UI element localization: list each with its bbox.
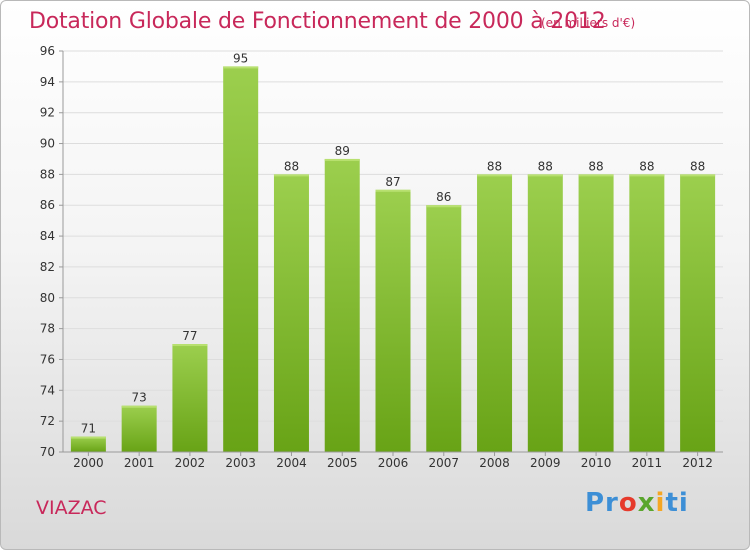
bar-top-highlight — [426, 205, 462, 208]
bar — [477, 174, 513, 452]
x-tick-label: 2006 — [378, 456, 409, 470]
bar — [273, 174, 309, 452]
y-tick-label: 74 — [40, 383, 55, 397]
bar — [223, 66, 259, 452]
bar-top-highlight — [273, 174, 309, 177]
bar-value-labels: 71 73 77 95 88 89 87 86 88 88 88 88 88 — [81, 51, 706, 435]
y-tick-label: 72 — [40, 414, 55, 428]
logo-part: i — [655, 488, 666, 518]
bar-top-highlight — [375, 189, 411, 192]
x-axis-ticks: 2000 2001 2002 2003 2004 2005 2006 2007 2008 2009… — [73, 452, 713, 470]
bar — [578, 174, 614, 452]
y-tick-label: 70 — [40, 445, 55, 459]
x-tick-label: 2004 — [276, 456, 307, 470]
x-tick-label: 2007 — [428, 456, 459, 470]
bar-value-label: 88 — [538, 159, 553, 173]
bar-value-label: 95 — [233, 51, 248, 65]
bar — [70, 436, 106, 452]
bar-value-label: 88 — [639, 159, 654, 173]
bar-value-label: 86 — [436, 190, 451, 204]
x-tick-label: 2012 — [682, 456, 713, 470]
bar-value-label: 88 — [690, 159, 705, 173]
x-tick-label: 2009 — [530, 456, 561, 470]
bar — [324, 158, 360, 452]
bar-top-highlight — [324, 158, 360, 161]
x-tick-label: 2002 — [175, 456, 206, 470]
x-tick-label: 2000 — [73, 456, 104, 470]
bar-value-label: 77 — [182, 329, 197, 343]
logo-part: Pr — [585, 488, 619, 518]
bar — [426, 205, 462, 452]
chart-title: Dotation Globale de Fonctionnement de 20… — [29, 9, 606, 34]
y-tick-label: 80 — [40, 291, 55, 305]
y-tick-label: 96 — [40, 44, 55, 58]
bar — [527, 174, 563, 452]
bar-value-label: 88 — [487, 159, 502, 173]
bar — [375, 189, 411, 453]
bar-top-highlight — [527, 174, 563, 177]
proxiti-logo: Proxiti — [585, 488, 689, 518]
bar — [629, 174, 665, 452]
logo-part: ti — [665, 488, 689, 518]
bar — [172, 344, 208, 452]
x-tick-label: 2003 — [225, 456, 256, 470]
logo-part: x — [637, 488, 656, 518]
logo-part: o — [618, 488, 638, 518]
y-tick-label: 94 — [40, 75, 55, 89]
y-tick-label: 78 — [40, 322, 55, 336]
x-tick-label: 2008 — [479, 456, 510, 470]
bar-top-highlight — [70, 436, 106, 439]
bar — [680, 174, 716, 452]
y-axis-ticks: 70 72 74 76 78 80 82 84 86 88 90 92 94 96 — [40, 44, 63, 459]
y-tick-label: 86 — [40, 198, 55, 212]
bar-value-label: 87 — [385, 175, 400, 189]
y-tick-label: 88 — [40, 167, 55, 181]
bars — [70, 66, 716, 453]
bar-top-highlight — [172, 344, 208, 347]
bar-top-highlight — [477, 174, 513, 177]
chart-unit: (en milliers d'€) — [541, 16, 636, 30]
y-tick-label: 90 — [40, 137, 55, 151]
x-tick-label: 2005 — [327, 456, 358, 470]
bar-top-highlight — [223, 66, 259, 69]
bar-top-highlight — [121, 405, 157, 408]
bar-value-label: 71 — [81, 422, 96, 436]
y-tick-label: 84 — [40, 229, 55, 243]
bar-value-label: 89 — [335, 144, 350, 158]
y-tick-label: 76 — [40, 352, 55, 366]
bar-top-highlight — [629, 174, 665, 177]
y-tick-label: 82 — [40, 260, 55, 274]
commune-name: VIAZAC — [36, 497, 107, 519]
bar-value-label: 88 — [284, 159, 299, 173]
bar-value-label: 88 — [588, 159, 603, 173]
bar — [121, 405, 157, 452]
x-tick-label: 2011 — [632, 456, 663, 470]
x-tick-label: 2010 — [581, 456, 612, 470]
bar-value-label: 73 — [132, 391, 147, 405]
y-tick-label: 92 — [40, 106, 55, 120]
bar-top-highlight — [578, 174, 614, 177]
bar-top-highlight — [680, 174, 716, 177]
x-tick-label: 2001 — [124, 456, 155, 470]
